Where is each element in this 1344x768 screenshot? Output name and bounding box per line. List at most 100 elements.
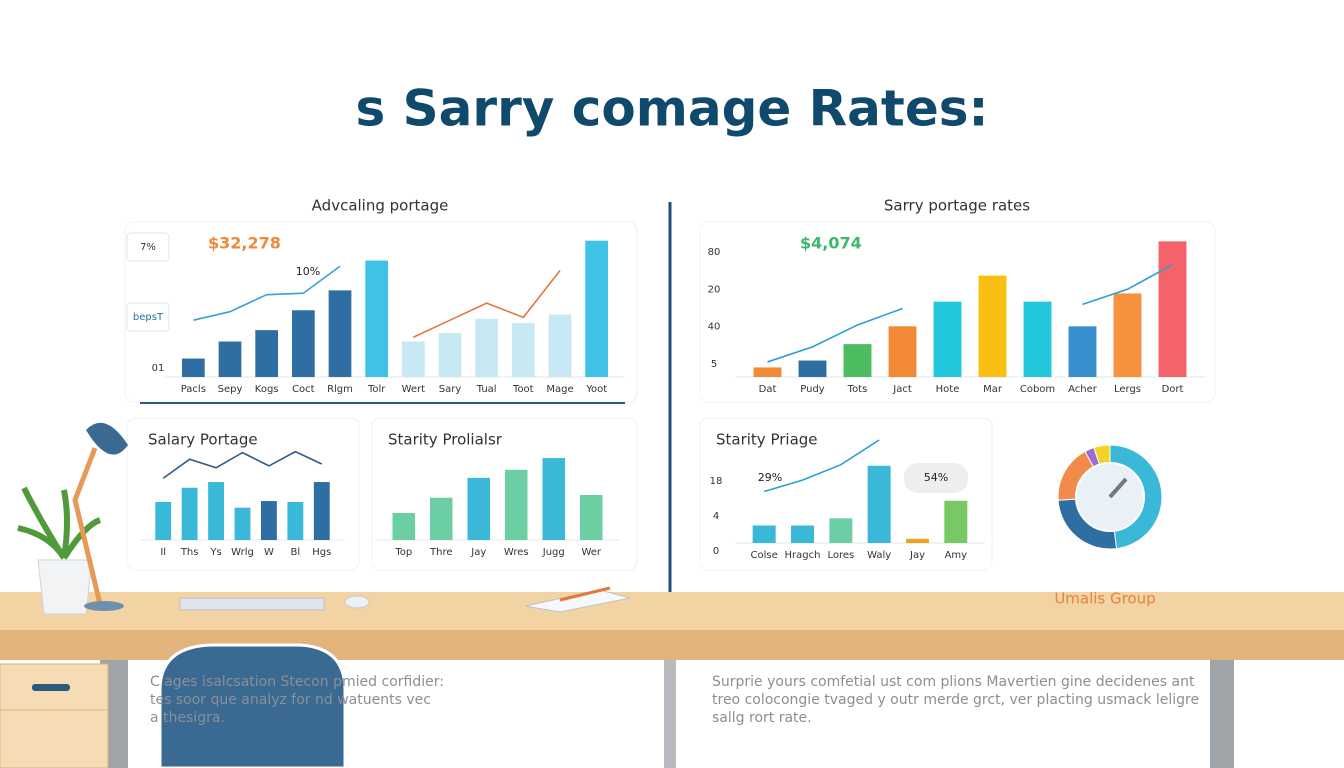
lamp-arm (72, 447, 103, 605)
desk-leg (664, 660, 676, 768)
x-label: Dat (759, 384, 777, 395)
pot (37, 559, 93, 615)
x-label: Lores (827, 550, 854, 561)
lamp-head (86, 422, 128, 455)
bar (234, 507, 251, 540)
note: 10% (296, 265, 320, 278)
x-label: Ys (209, 547, 221, 558)
y-label: 20 (708, 284, 721, 295)
handle (32, 684, 70, 691)
x-label: Hote (936, 384, 960, 395)
drawer (0, 663, 109, 768)
desk-leg (1210, 660, 1234, 768)
x-label: Jugg (542, 547, 565, 558)
x-label: Waly (867, 550, 891, 561)
bar (261, 501, 277, 540)
bar (1068, 326, 1097, 377)
x-label: Kogs (255, 384, 279, 395)
trend-line (162, 450, 323, 479)
x-label: Jay (470, 547, 486, 558)
panel-title: Advcaling portage (312, 197, 449, 215)
panel-title: Salary Portage (148, 431, 258, 449)
x-label: Rlgm (327, 384, 353, 395)
bar (888, 326, 917, 377)
bar (287, 502, 304, 540)
badge (126, 232, 170, 262)
bar (752, 525, 776, 543)
callout: 54% (924, 471, 948, 484)
highlight: $4,074 (800, 234, 862, 253)
x-label: W (264, 547, 274, 558)
bar (392, 513, 415, 540)
y-label: 40 (708, 322, 721, 333)
x-label: Coct (292, 384, 315, 395)
bar (933, 301, 962, 377)
x-label: Toot (512, 384, 534, 395)
bar (430, 497, 453, 540)
page-title: s Sarry comage Rates: (356, 80, 989, 138)
panel-title: Starity Priage (716, 431, 818, 449)
paragraph-line: a thesigra. (150, 710, 225, 726)
chair (158, 643, 347, 768)
x-label: Ths (180, 547, 199, 558)
bar (1158, 241, 1187, 377)
trend-line (412, 270, 561, 338)
y-label: 4 (713, 511, 719, 522)
bar (1023, 301, 1052, 377)
x-label: Amy (945, 550, 968, 561)
highlight: $32,278 (208, 234, 281, 253)
badge-text: 7% (140, 242, 156, 253)
bar (505, 469, 528, 540)
bar (843, 344, 872, 377)
x-label: Mar (983, 384, 1003, 395)
trend-line (767, 307, 903, 363)
paragraph-line: Surprie yours comfetial ust com plions M… (712, 674, 1195, 690)
x-label: Sepy (218, 384, 243, 395)
x-label: Wert (402, 384, 426, 395)
badge-text: bepsT (133, 312, 164, 323)
gauge-needle (1108, 477, 1128, 499)
paragraph-line: tes soor que analyz for nd watuents vec (150, 692, 431, 708)
x-label: Pudy (800, 384, 825, 395)
y-label: 01 (152, 363, 165, 374)
bar (542, 458, 565, 540)
bar (438, 332, 462, 377)
bar (791, 525, 814, 543)
bar (291, 310, 315, 377)
bar (181, 358, 205, 377)
x-label: Tolr (367, 384, 386, 395)
trend-line (1082, 263, 1173, 306)
x-label: Wer (581, 547, 601, 558)
bar (867, 465, 891, 543)
bar (944, 500, 968, 543)
x-label: Acher (1068, 384, 1098, 395)
x-label: Dort (1162, 384, 1184, 395)
panel-title: Sarry portage rates (884, 197, 1030, 215)
x-label: Wres (504, 547, 529, 558)
paragraph-line: sallg rort rate. (712, 710, 812, 726)
x-label: Sary (439, 384, 462, 395)
x-label: Tots (847, 384, 868, 395)
bar (548, 314, 572, 377)
mouse (344, 595, 370, 609)
x-label: Bl (291, 547, 301, 558)
bar (1113, 293, 1142, 377)
bar (328, 290, 352, 377)
bar (753, 367, 782, 377)
x-label: Tual (476, 384, 497, 395)
x-label: Il (160, 547, 166, 558)
bar (511, 323, 535, 377)
bar (255, 330, 279, 377)
desk (0, 422, 1344, 768)
y-label: 0 (713, 546, 719, 557)
x-label: Top (394, 547, 412, 558)
x-label: Pacls (181, 384, 206, 395)
x-label: Yoot (585, 384, 607, 395)
plant (17, 486, 102, 560)
x-label: Thre (429, 547, 453, 558)
note: 29% (758, 471, 782, 484)
lamp-base (84, 601, 124, 611)
x-label: Jay (909, 550, 925, 561)
